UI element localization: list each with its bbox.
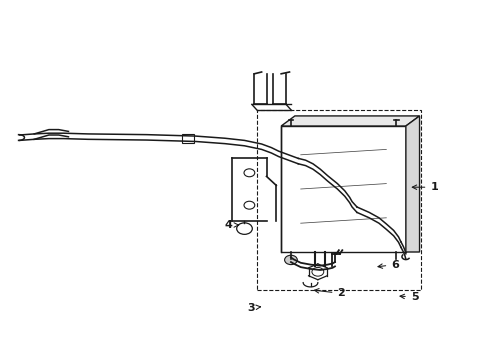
Polygon shape [281,116,419,126]
Text: 2: 2 [314,288,345,298]
Text: 1: 1 [411,182,437,192]
Text: 5: 5 [399,292,418,302]
Bar [256,110,420,290]
Text: 6: 6 [377,260,398,270]
Text: 3: 3 [246,303,260,313]
Circle shape [284,255,297,265]
Bar [182,134,194,143]
Polygon shape [405,116,419,252]
Text: 4: 4 [224,220,238,230]
Bar [281,126,405,252]
